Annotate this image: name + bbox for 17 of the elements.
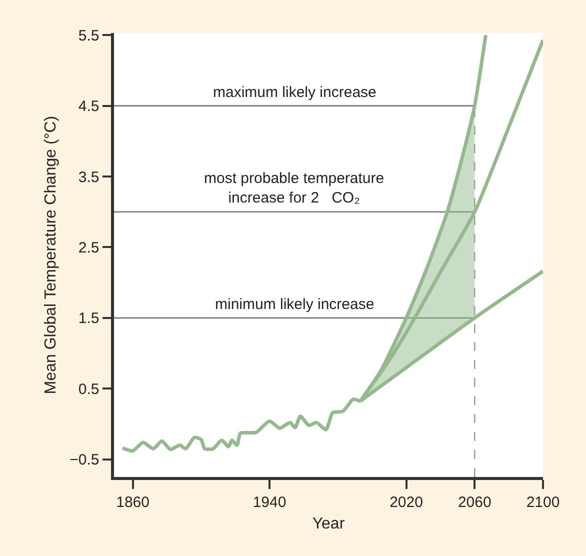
x-axis-title: Year (312, 515, 346, 532)
ref-line-label: maximum likely increase (213, 84, 376, 101)
y-axis-title: Mean Global Temperature Change (°C) (42, 116, 60, 394)
y-tick-label: 2.5 (78, 239, 100, 256)
y-tick-label: 1.5 (78, 310, 100, 328)
y-tick-label: 3.5 (78, 168, 100, 186)
x-tick-label: 2020 (390, 494, 423, 511)
y-tick-label: −0.5 (70, 452, 100, 469)
x-tick-label: 2060 (458, 494, 492, 511)
ref-line-label: minimum likely increase (215, 296, 374, 313)
y-tick-label: 5.5 (78, 27, 100, 44)
y-tick-label: 4.5 (78, 98, 100, 116)
x-tick-label: 1860 (116, 494, 150, 511)
x-tick-label: 1940 (252, 494, 286, 511)
y-tick-label: 0.5 (78, 380, 100, 398)
x-tick-label: 2100 (526, 494, 560, 511)
ref-line-label: most probable temperature increase for 2 CO₂ (204, 170, 384, 206)
